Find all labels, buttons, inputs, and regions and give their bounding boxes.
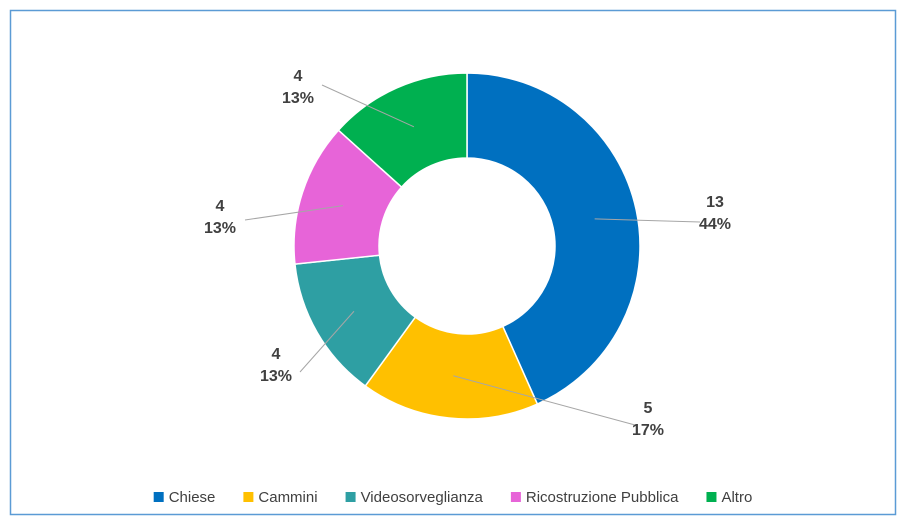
data-label-value: 13 <box>706 194 724 211</box>
legend-label: Ricostruzione Pubblica <box>526 489 679 506</box>
legend-swatch <box>706 492 717 502</box>
leader-line <box>594 218 701 223</box>
data-label-percent: 17% <box>632 422 664 439</box>
leader-line <box>321 84 415 128</box>
data-label-value: 5 <box>644 400 653 417</box>
data-label-value: 4 <box>294 68 303 85</box>
legend-label: Cammini <box>258 489 317 506</box>
donut-slice <box>337 72 468 189</box>
data-label-percent: 13% <box>282 90 314 107</box>
data-label-percent: 13% <box>204 220 236 237</box>
data-label-percent: 44% <box>699 216 731 233</box>
leader-line <box>244 205 343 221</box>
legend-swatch <box>345 492 356 502</box>
donut-slice <box>364 316 539 420</box>
legend-label: Chiese <box>169 489 216 506</box>
data-label-value: 4 <box>272 346 281 363</box>
legend-label: Videosorveglianza <box>361 489 484 506</box>
leader-line <box>299 310 355 373</box>
donut-slice <box>466 72 641 406</box>
data-label-value: 4 <box>216 198 225 215</box>
legend-swatch <box>153 492 164 502</box>
legend-swatch <box>243 492 254 502</box>
legend-swatch <box>510 492 521 502</box>
legend-label: Altro <box>721 489 752 506</box>
data-label-percent: 13% <box>260 368 292 385</box>
leader-line <box>453 375 636 426</box>
